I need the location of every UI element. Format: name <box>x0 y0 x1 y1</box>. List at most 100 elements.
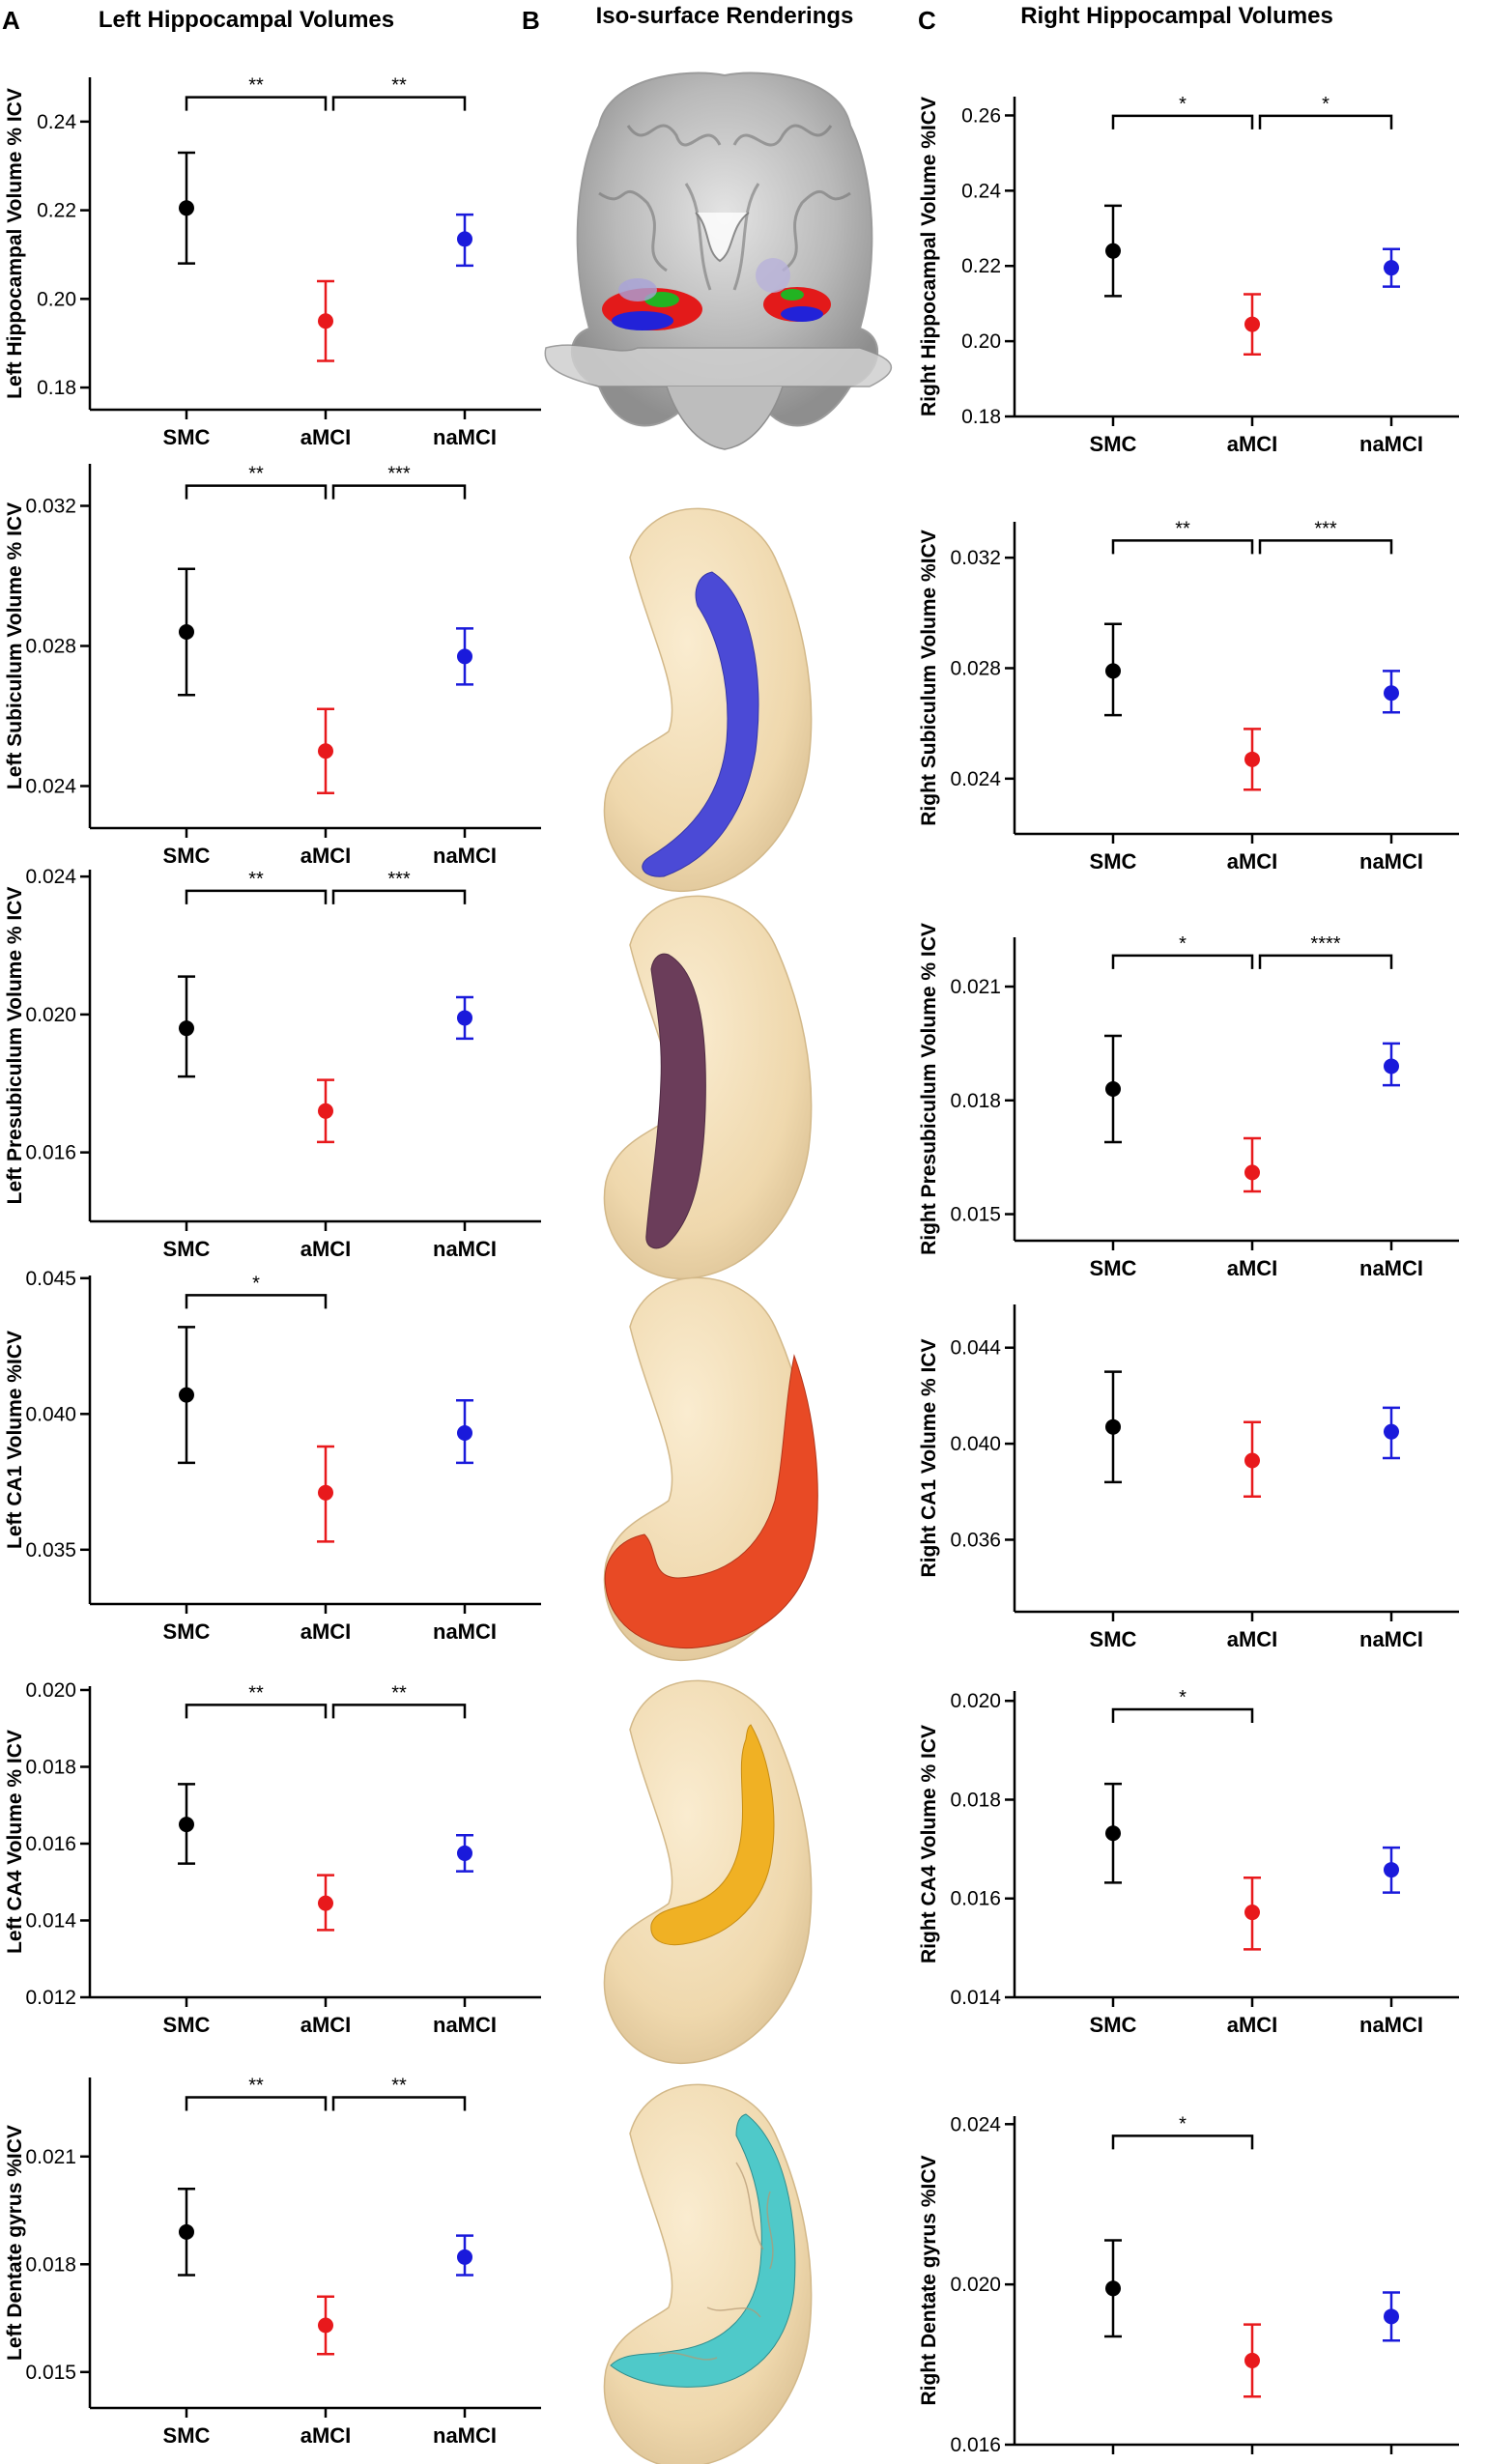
x-tick-label-naMCI: naMCI <box>433 2013 497 2037</box>
significance-bracket <box>185 96 328 111</box>
mean-point-naMCI <box>1384 1423 1399 1440</box>
y-tick-label: 0.012 <box>25 1987 76 2009</box>
panel-title: Left Hippocampal Volumes <box>99 7 394 33</box>
significance-bracket <box>1111 1707 1254 1724</box>
mean-point-SMC <box>1105 1418 1121 1435</box>
y-axis-label: Left Hippocampal Volume % ICV <box>4 88 26 399</box>
y-tick-label: 0.24 <box>961 180 1001 202</box>
y-tick-label: 0.032 <box>950 547 1001 569</box>
y-tick-label: 0.018 <box>25 1756 76 1778</box>
mean-point-naMCI <box>457 1845 472 1861</box>
y-axis-label: Right Subiculum Volume %ICV <box>918 530 940 825</box>
y-axis-label: Left Dentate gyrus %ICV <box>4 2125 26 2361</box>
significance-bracket <box>185 484 328 500</box>
chart-left-ca4: 0.012 0.014 0.016 0.018 0.020 SMC aMCI naMCI Lef… <box>4 1679 541 2037</box>
y-tick-label: 0.24 <box>37 111 76 133</box>
x-tick-label-naMCI: naMCI <box>1359 1627 1423 1651</box>
significance-label: * <box>1179 933 1187 955</box>
x-tick-label-aMCI: aMCI <box>300 2013 352 2037</box>
x-tick-label-SMC: SMC <box>1090 2013 1137 2037</box>
y-tick-label: 0.020 <box>25 1679 76 1702</box>
mean-point-aMCI <box>1244 1164 1260 1181</box>
mean-point-SMC <box>1105 663 1121 679</box>
significance-label: ** <box>248 464 264 485</box>
x-tick-label-SMC: SMC <box>163 1237 211 1261</box>
mean-point-aMCI <box>318 1895 333 1911</box>
y-tick-label: 0.032 <box>25 496 76 518</box>
mean-point-SMC <box>1105 1825 1121 1842</box>
significance-bracket <box>1111 114 1254 129</box>
significance-label: *** <box>387 869 411 890</box>
y-tick-label: 0.024 <box>950 2113 1001 2135</box>
panel-letter: B <box>522 6 540 35</box>
y-tick-label: 0.024 <box>25 776 76 798</box>
y-tick-label: 0.014 <box>950 1987 1001 2009</box>
mean-point-SMC <box>1105 2280 1121 2297</box>
significance-bracket <box>1111 954 1254 969</box>
mean-point-naMCI <box>1384 685 1399 702</box>
significance-bracket <box>185 2096 328 2111</box>
x-tick-label-naMCI: naMCI <box>1359 2460 1423 2464</box>
chart-right-ca4: 0.014 0.016 0.018 0.020 SMC aMCI naMCI Right CA… <box>918 1687 1459 2037</box>
significance-label: ** <box>391 1682 407 1704</box>
mean-point-SMC <box>179 1817 194 1833</box>
chart-left-dentate-gyrus: 0.015 0.018 0.021 SMC aMCI naMCI Left Dentate … <box>4 2076 541 2448</box>
significance-label: * <box>1179 1687 1187 1708</box>
y-axis-label: Left CA4 Volume % ICV <box>4 1730 26 1954</box>
x-tick-label-naMCI: naMCI <box>1359 432 1423 456</box>
x-tick-label-naMCI: naMCI <box>433 425 497 449</box>
significance-label: ** <box>391 75 407 97</box>
significance-label: ** <box>391 2076 407 2097</box>
significance-bracket <box>185 1704 328 1719</box>
significance-label: ** <box>248 2076 264 2097</box>
x-tick-label-SMC: SMC <box>163 2013 211 2037</box>
y-tick-label: 0.18 <box>961 406 1001 428</box>
y-tick-label: 0.22 <box>961 255 1001 277</box>
significance-label: ** <box>248 75 264 97</box>
y-tick-label: 0.016 <box>25 1142 76 1164</box>
x-tick-label-SMC: SMC <box>163 1619 211 1644</box>
x-tick-label-naMCI: naMCI <box>1359 1256 1423 1280</box>
x-tick-label-SMC: SMC <box>1090 432 1137 456</box>
significance-label: * <box>1179 2113 1187 2135</box>
y-tick-label: 0.024 <box>950 768 1001 790</box>
x-tick-label-aMCI: aMCI <box>1227 849 1278 874</box>
y-axis-label: Left CA1 Volume %ICV <box>4 1331 26 1549</box>
significance-label: *** <box>1314 518 1337 539</box>
x-tick-label-naMCI: naMCI <box>1359 849 1423 874</box>
x-tick-label-SMC: SMC <box>1090 849 1137 874</box>
y-axis-label: Right Presubiculum Volume % ICV <box>918 923 940 1255</box>
mean-point-naMCI <box>457 648 472 665</box>
significance-label: * <box>252 1273 260 1294</box>
y-tick-label: 0.028 <box>25 636 76 658</box>
y-tick-label: 0.018 <box>950 1789 1001 1811</box>
y-tick-label: 0.18 <box>37 377 76 399</box>
x-tick-label-aMCI: aMCI <box>300 844 352 868</box>
significance-bracket <box>1258 114 1393 129</box>
x-tick-label-aMCI: aMCI <box>300 1237 352 1261</box>
x-tick-label-naMCI: naMCI <box>433 1237 497 1261</box>
y-tick-label: 0.016 <box>25 1833 76 1855</box>
mean-point-aMCI <box>1244 316 1260 332</box>
x-tick-label-SMC: SMC <box>1090 1627 1137 1651</box>
x-tick-label-aMCI: aMCI <box>1227 2013 1278 2037</box>
y-tick-label: 0.016 <box>950 2434 1001 2456</box>
x-tick-label-aMCI: aMCI <box>1227 2460 1278 2464</box>
chart-right-ca1: 0.036 0.040 0.044 SMC aMCI naMCI Right CA1 Vol… <box>918 1304 1459 1651</box>
mean-point-naMCI <box>1384 1862 1399 1878</box>
mean-point-SMC <box>179 200 194 216</box>
mean-point-naMCI <box>457 1010 472 1026</box>
significance-label: ** <box>1175 518 1190 539</box>
mean-point-SMC <box>179 624 194 640</box>
x-tick-label-aMCI: aMCI <box>1227 1627 1278 1651</box>
mean-point-naMCI <box>1384 1058 1399 1074</box>
mean-point-SMC <box>179 1020 194 1037</box>
mean-point-aMCI <box>318 1484 333 1501</box>
x-tick-label-SMC: SMC <box>163 425 211 449</box>
y-tick-label: 0.018 <box>25 2253 76 2276</box>
y-tick-label: 0.035 <box>25 1539 76 1561</box>
y-tick-label: 0.040 <box>950 1433 1001 1455</box>
chart-right-subiculum: 0.024 0.028 0.032 SMC aMCI naMCI Right Subicul… <box>918 518 1459 874</box>
significance-bracket <box>331 889 467 904</box>
y-axis-label: Right Hippocampal Volume %ICV <box>918 97 940 416</box>
